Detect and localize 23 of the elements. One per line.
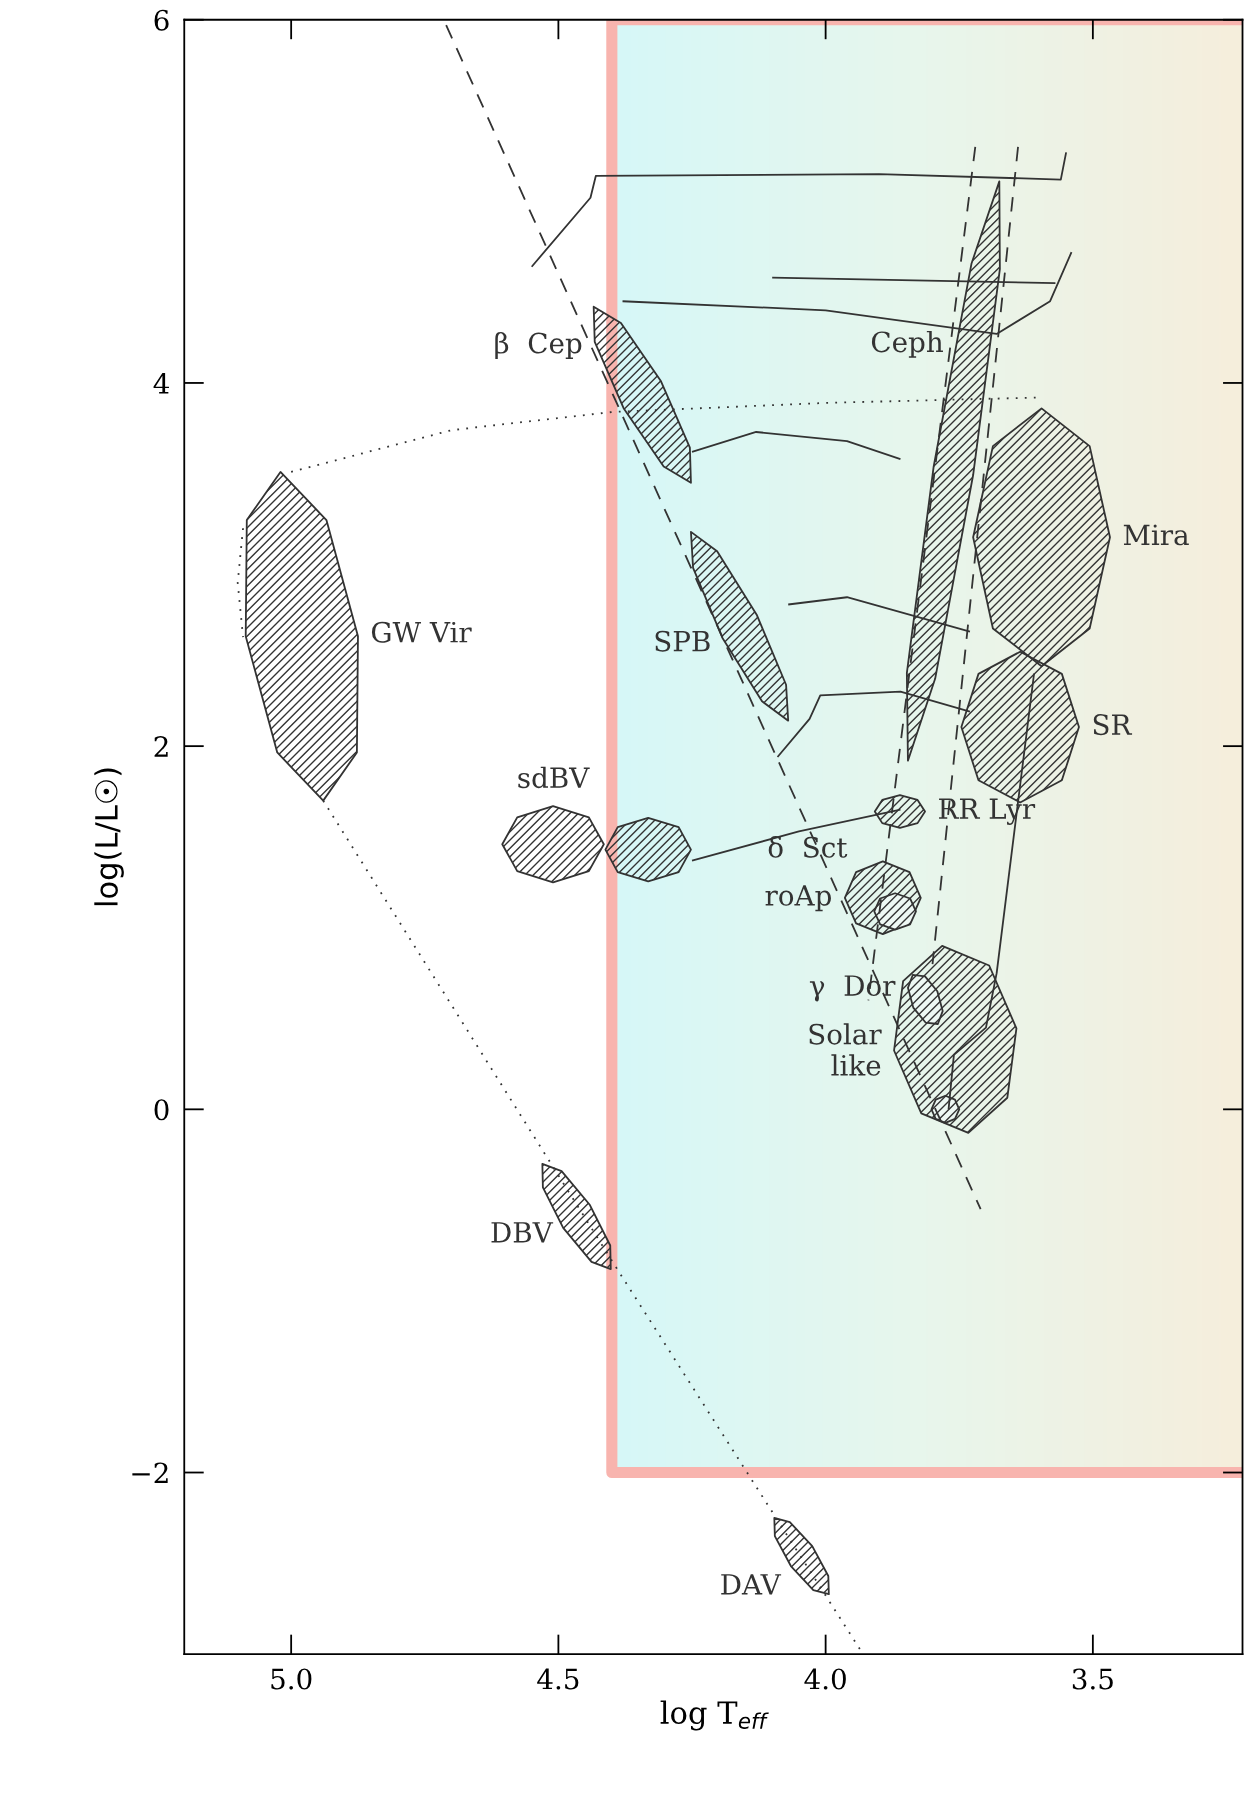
- x-tick-label: 4.0: [804, 1668, 846, 1690]
- annotation: Ceph: [871, 330, 943, 358]
- annotation: Mira: [1123, 524, 1189, 546]
- annotation: SPB: [655, 630, 710, 652]
- x-tick-label: 3.5: [1072, 1668, 1113, 1690]
- y-tick-label: 0: [154, 1099, 169, 1121]
- y-tick-label: −2: [132, 1462, 168, 1484]
- annotation: roAp: [765, 885, 831, 912]
- annotation: Solar like: [809, 1023, 882, 1076]
- annotation: GW Vir: [371, 621, 472, 643]
- annotation: SR: [1093, 714, 1133, 736]
- x-axis-title: log T$_{eff}$: [660, 1700, 769, 1731]
- annotation: DBV: [491, 1222, 554, 1243]
- annotation: sdBV: [518, 766, 590, 789]
- y-tick-label: 4: [153, 372, 169, 394]
- annotation: β Cep: [495, 331, 582, 359]
- x-tick-label: 5.0: [271, 1668, 312, 1690]
- annotation: DAV: [721, 1574, 782, 1595]
- y-tick-label: 2: [154, 736, 168, 757]
- y-axis-title: log(L/L☉): [94, 768, 124, 906]
- y-tick-label: 6: [154, 9, 169, 31]
- annotation: γ Dor: [809, 975, 896, 1002]
- x-tick-label: 4.5: [537, 1668, 579, 1690]
